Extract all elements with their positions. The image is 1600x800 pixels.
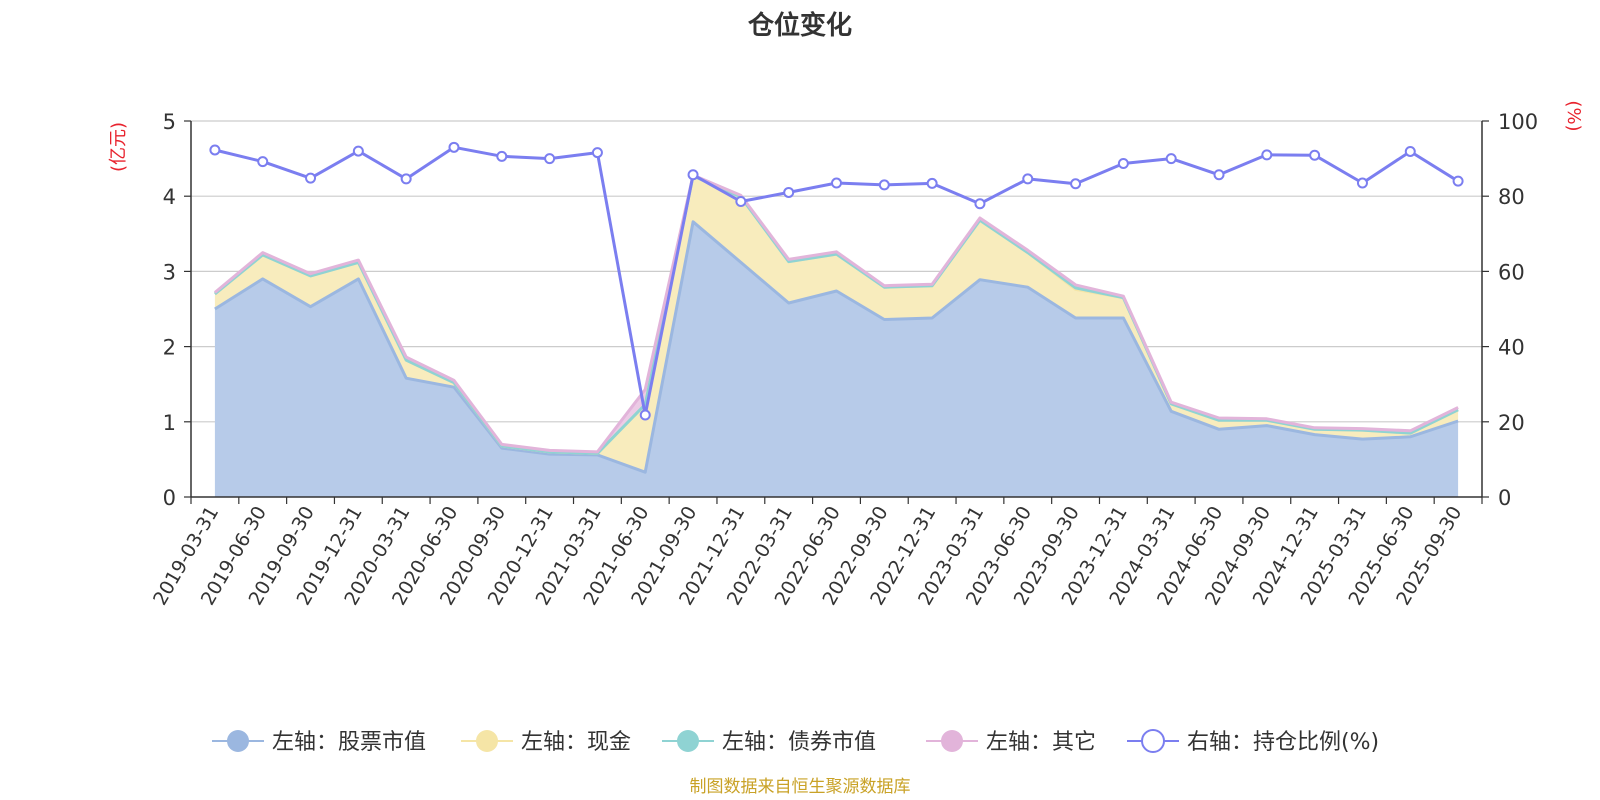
legend-label: 左轴：其它 — [986, 730, 1096, 755]
legend: 左轴：股票市值 左轴：现金 左轴：债券市值 左轴：其它 右轴：持仓比例(%) — [212, 729, 1379, 755]
left-tick-label: 5 — [163, 110, 176, 134]
ratio-point — [209, 144, 221, 156]
ratio-point — [1117, 157, 1129, 169]
right-tick-label: 80 — [1498, 185, 1525, 209]
ratio-line — [209, 141, 1464, 421]
ratio-point — [1452, 175, 1464, 187]
legend-label: 左轴：股票市值 — [272, 730, 426, 755]
area-line-左轴：股票市值 — [214, 220, 1459, 474]
area-line-左轴：其它 — [213, 173, 1459, 454]
legend-marker — [476, 730, 498, 752]
area-line-左轴：债券市值 — [213, 174, 1459, 455]
legend-label: 左轴：债券市值 — [722, 730, 876, 755]
ratio-point — [1165, 153, 1177, 165]
legend-marker — [677, 730, 699, 752]
legend-label: 左轴：现金 — [521, 730, 631, 755]
legend-label: 右轴：持仓比例(%) — [1187, 730, 1379, 755]
legend-marker — [1141, 729, 1165, 753]
ratio-point — [639, 409, 651, 421]
ratio-point — [544, 153, 556, 165]
ratio-point — [974, 198, 986, 210]
stacked-areas — [213, 173, 1459, 498]
ratio-point — [400, 173, 412, 185]
left-tick-label: 0 — [163, 486, 176, 510]
left-tick-label: 4 — [163, 185, 176, 209]
right-tick-label: 40 — [1498, 336, 1525, 360]
ratio-point — [687, 169, 699, 181]
legend-marker — [941, 730, 963, 752]
ratio-point — [591, 147, 603, 159]
ratio-point — [878, 179, 890, 191]
area-左轴：股票市值 — [214, 221, 1459, 498]
ratio-point — [305, 172, 317, 184]
source-note: 制图数据来自恒生聚源数据库 — [690, 777, 911, 797]
ratio-point — [1356, 177, 1368, 189]
ratio-point — [496, 150, 508, 162]
ratio-point — [1261, 149, 1273, 161]
ratio-point — [448, 141, 460, 153]
ratio-point — [1022, 173, 1034, 185]
right-tick-label: 0 — [1498, 486, 1511, 510]
ratio-point — [735, 195, 747, 207]
ratio-point — [352, 145, 364, 157]
right-tick-label: 60 — [1498, 260, 1525, 284]
ratio-point — [831, 177, 842, 189]
left-tick-label: 1 — [163, 411, 176, 435]
right-tick-label: 100 — [1498, 110, 1538, 134]
ratio-point — [1404, 145, 1416, 157]
left-axis-unit: (亿元) — [108, 122, 129, 172]
left-tick-label: 3 — [163, 260, 176, 284]
ratio-point — [1213, 169, 1225, 181]
right-axis-unit: (%) — [1563, 100, 1584, 131]
ratio-point — [926, 177, 938, 189]
ratio-point — [783, 186, 795, 198]
right-tick-label: 20 — [1498, 411, 1525, 435]
chart-title: 仓位变化 — [747, 10, 852, 41]
ratio-point — [1309, 149, 1321, 161]
ratio-point — [1070, 178, 1082, 190]
legend-marker — [227, 730, 249, 752]
left-tick-label: 2 — [163, 336, 176, 360]
ratio-point — [257, 156, 269, 168]
